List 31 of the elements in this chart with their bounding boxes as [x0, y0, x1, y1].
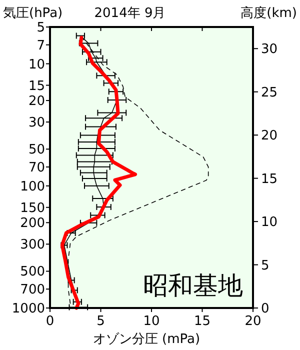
y-tick-label: 20: [28, 94, 45, 110]
y2-tick-label: 15: [261, 172, 278, 187]
y-tick-label: 1000: [12, 302, 45, 316]
y-tick-label: 100: [20, 179, 45, 194]
x-tick-label: 10: [143, 314, 160, 329]
x-tick-label: 0: [46, 314, 54, 329]
y-tick-label: 70: [28, 160, 45, 176]
y-tick-label: 5: [36, 20, 45, 36]
chart-title: 2014年 9月: [94, 6, 166, 21]
y-tick-label: 500: [20, 264, 45, 280]
y-tick-label: 30: [28, 116, 45, 131]
y2-tick-label: 20: [261, 128, 278, 144]
y-tick-label: 300: [20, 238, 45, 253]
y2-tick-label: 0: [261, 302, 270, 316]
x-axis-title: オゾン分圧 (mPa): [92, 332, 200, 347]
y-tick-label: 15: [28, 78, 45, 94]
y2-tick-label: 25: [261, 85, 278, 100]
y2-tick-label: 5: [261, 258, 270, 274]
y2-tick-label: 30: [261, 42, 278, 58]
y-axis-title: 気圧(hPa): [3, 6, 63, 21]
y2-tick-label: 10: [261, 215, 278, 230]
x-tick-label: 5: [96, 314, 105, 329]
y-tick-label: 10: [28, 57, 45, 72]
y-tick-label: 200: [20, 216, 45, 232]
y2-axis-title: 高度(km): [240, 5, 297, 21]
x-tick-label: 20: [244, 314, 262, 329]
y-tick-label: 150: [20, 200, 45, 216]
x-tick-label: 15: [194, 314, 211, 329]
y-tick-label: 700: [20, 282, 45, 298]
y-tick-label: 50: [28, 142, 45, 158]
y-tick-label: 7: [36, 38, 45, 54]
